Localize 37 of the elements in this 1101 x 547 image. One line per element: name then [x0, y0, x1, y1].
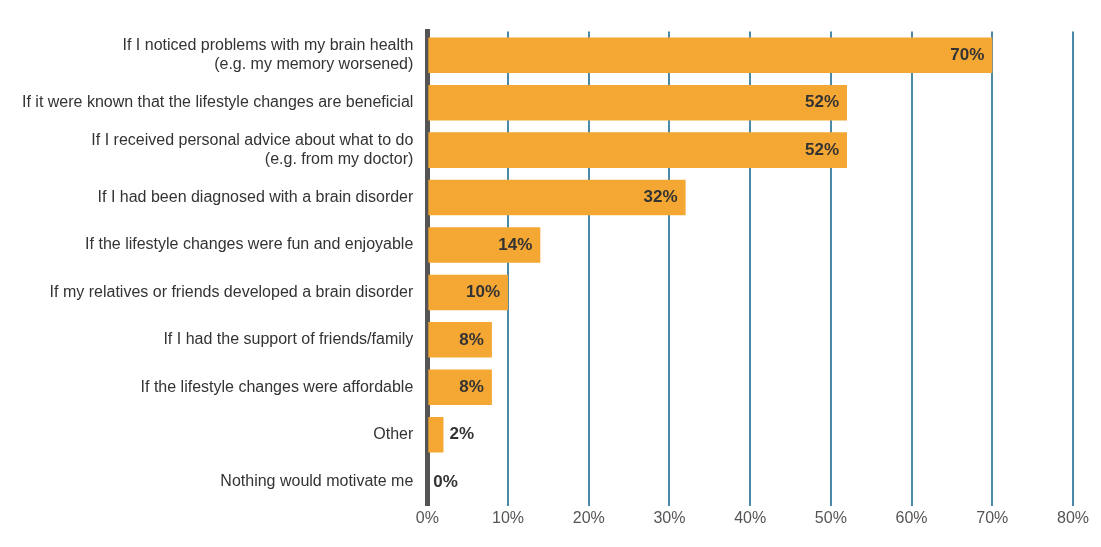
y-tick-label: Other	[373, 425, 414, 443]
data-label: 32%	[643, 187, 678, 207]
y-tick-label: If it were known that the lifestyle changes are beneficial	[22, 93, 414, 111]
bar	[428, 227, 541, 263]
data-label: 70%	[950, 45, 985, 64]
x-tick-label: 80%	[1056, 508, 1090, 526]
data-label: 8%	[459, 329, 484, 349]
data-label: 52%	[804, 92, 840, 112]
y-tick-label: If the lifestyle changes were affordable	[140, 377, 414, 395]
x-tick-label: 0%	[415, 508, 439, 526]
x-tick-label: 70%	[976, 508, 1009, 526]
x-tick-label: 20%	[572, 508, 605, 526]
bar	[428, 132, 848, 168]
data-label: 8%	[459, 376, 484, 396]
data-label: 2%	[449, 424, 475, 444]
data-label: 10%	[466, 282, 501, 302]
data-label: 14%	[498, 234, 533, 254]
x-tick-label: 60%	[895, 508, 928, 526]
y-tick-label: If I had the support of friends/family	[163, 330, 414, 348]
x-tick-label: 10%	[492, 508, 525, 526]
bar	[428, 369, 492, 406]
data-label: 52%	[804, 139, 840, 159]
x-tick-label: 40%	[734, 508, 767, 526]
x-tick-label: 50%	[814, 508, 847, 526]
y-tick-label: If the lifestyle changes were fun and enjoyable	[85, 235, 414, 253]
y-tick-label: If I had been diagnosed with a brain disorder	[97, 187, 414, 205]
y-tick-label: If I received personal advice about what to do (e.g. from my doctor)	[91, 130, 414, 168]
bar	[428, 37, 993, 74]
bar	[428, 84, 848, 121]
y-tick-label: If I noticed problems with my brain health (e.g. my memory worsened)	[122, 36, 414, 73]
bar	[428, 416, 444, 453]
data-label: 0%	[433, 471, 458, 491]
y-tick-label: Nothing would motivate me	[220, 472, 414, 490]
x-tick-label: 30%	[653, 508, 686, 526]
y-tick-label: If my relatives or friends developed a brain disorder	[49, 282, 414, 300]
bar	[428, 179, 686, 216]
bar	[428, 322, 492, 358]
